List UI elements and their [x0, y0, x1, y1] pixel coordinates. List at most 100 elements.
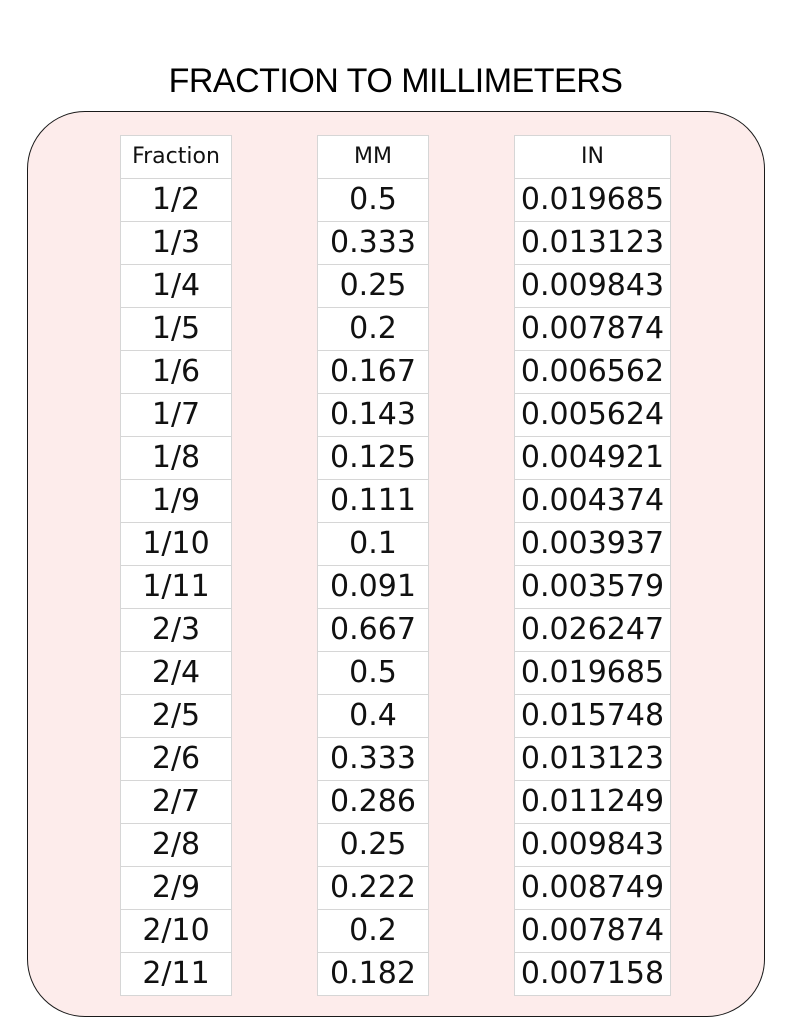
table-row: 2/6 [120, 737, 232, 781]
table-row: 0.011249 [514, 780, 671, 824]
table-row: 2/4 [120, 651, 232, 695]
table-row: 2/9 [120, 866, 232, 910]
mm-cell: 0.143 [317, 393, 429, 437]
table-row: 0.5 [317, 651, 429, 695]
table-row: 2/5 [120, 694, 232, 738]
mm-cell: 0.182 [317, 952, 429, 996]
mm-cell: 0.25 [317, 264, 429, 308]
table-row: 0.25 [317, 823, 429, 867]
mm-cell: 0.125 [317, 436, 429, 480]
fraction-cell: 2/5 [120, 694, 232, 738]
table-row: 2/7 [120, 780, 232, 824]
fraction-cell: 2/7 [120, 780, 232, 824]
table-row: 0.008749 [514, 866, 671, 910]
table-row: 0.143 [317, 393, 429, 437]
table-row: 1/3 [120, 221, 232, 265]
in-cell: 0.007874 [514, 307, 671, 351]
table-row: 1/7 [120, 393, 232, 437]
mm-header-cell: MM [317, 135, 429, 179]
in-cell: 0.003937 [514, 522, 671, 566]
mm-cell: 0.2 [317, 307, 429, 351]
mm-cell: 0.333 [317, 737, 429, 781]
table-row: 0.007158 [514, 952, 671, 996]
page-title: FRACTION TO MILLIMETERS [168, 62, 623, 100]
in-cell: 0.009843 [514, 264, 671, 308]
table-row: 0.019685 [514, 178, 671, 222]
fraction-cell: 1/3 [120, 221, 232, 265]
table-row: 0.003579 [514, 565, 671, 609]
table-row: 0.125 [317, 436, 429, 480]
table-row: 0.4 [317, 694, 429, 738]
table-row: 0.007874 [514, 909, 671, 953]
in-cell: 0.005624 [514, 393, 671, 437]
in-cell: 0.004374 [514, 479, 671, 523]
fraction-cell: 2/6 [120, 737, 232, 781]
fraction-cell: 2/9 [120, 866, 232, 910]
fraction-cell: 1/4 [120, 264, 232, 308]
table-row: 0.004374 [514, 479, 671, 523]
fraction-cell: 1/10 [120, 522, 232, 566]
table-row: 0.007874 [514, 307, 671, 351]
in-cell: 0.007158 [514, 952, 671, 996]
table-row: 0.5 [317, 178, 429, 222]
in-cell: 0.004921 [514, 436, 671, 480]
mm-cell: 0.286 [317, 780, 429, 824]
table-row: 0.182 [317, 952, 429, 996]
fraction-cell: 2/10 [120, 909, 232, 953]
in-cell: 0.009843 [514, 823, 671, 867]
in-cell: 0.019685 [514, 651, 671, 695]
table-row: 0.25 [317, 264, 429, 308]
table-row: 0.004921 [514, 436, 671, 480]
fraction-cell: 2/8 [120, 823, 232, 867]
mm-cell: 0.091 [317, 565, 429, 609]
in-column: IN 0.019685 0.013123 0.009843 0.007874 0.0065… [514, 135, 671, 996]
table-row: 0.005624 [514, 393, 671, 437]
table-row: 0.013123 [514, 221, 671, 265]
table-row: 0.2 [317, 307, 429, 351]
mm-column: MM 0.5 0.333 0.25 0.2 0.167 0.143 0.125 0.111 0.1… [317, 135, 429, 996]
fraction-cell: 1/2 [120, 178, 232, 222]
fraction-column: Fraction 1/2 1/3 1/4 1/5 1/6 1/7 1/8 1/9 1/10 1/11… [120, 135, 232, 996]
table-row: 2/10 [120, 909, 232, 953]
in-header-cell: IN [514, 135, 671, 179]
in-cell: 0.013123 [514, 737, 671, 781]
table-row: 2/3 [120, 608, 232, 652]
header-row: Fraction [120, 135, 232, 179]
table-row: 0.013123 [514, 737, 671, 781]
table-row: 0.026247 [514, 608, 671, 652]
fraction-cell: 2/3 [120, 608, 232, 652]
mm-cell: 0.167 [317, 350, 429, 394]
table-row: 1/11 [120, 565, 232, 609]
table-row: 0.111 [317, 479, 429, 523]
table-row: 0.009843 [514, 264, 671, 308]
table-row: 1/5 [120, 307, 232, 351]
fraction-header-cell: Fraction [120, 135, 232, 179]
in-cell: 0.007874 [514, 909, 671, 953]
mm-cell: 0.25 [317, 823, 429, 867]
table-row: 1/4 [120, 264, 232, 308]
in-cell: 0.006562 [514, 350, 671, 394]
table-row: 2/11 [120, 952, 232, 996]
table-row: 1/2 [120, 178, 232, 222]
header-row: IN [514, 135, 671, 179]
mm-cell: 0.111 [317, 479, 429, 523]
table-row: 0.2 [317, 909, 429, 953]
mm-cell: 0.222 [317, 866, 429, 910]
in-cell: 0.019685 [514, 178, 671, 222]
table-row: 0.286 [317, 780, 429, 824]
in-cell: 0.026247 [514, 608, 671, 652]
table-row: 0.019685 [514, 651, 671, 695]
mm-cell: 0.1 [317, 522, 429, 566]
in-cell: 0.013123 [514, 221, 671, 265]
table-row: 1/6 [120, 350, 232, 394]
mm-cell: 0.667 [317, 608, 429, 652]
fraction-cell: 2/4 [120, 651, 232, 695]
table-row: 1/10 [120, 522, 232, 566]
table-row: 0.091 [317, 565, 429, 609]
fraction-cell: 1/11 [120, 565, 232, 609]
table-row: 1/9 [120, 479, 232, 523]
in-cell: 0.015748 [514, 694, 671, 738]
mm-cell: 0.4 [317, 694, 429, 738]
table-row: 0.333 [317, 737, 429, 781]
in-cell: 0.003579 [514, 565, 671, 609]
